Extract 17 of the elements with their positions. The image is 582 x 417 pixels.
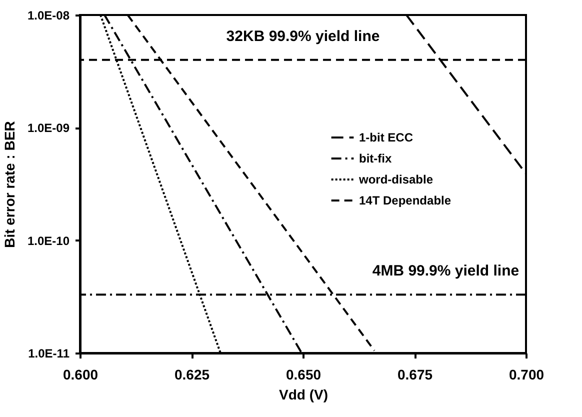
x-tick-label: 0.700	[508, 366, 544, 382]
legend-label: bit-fix	[359, 152, 392, 166]
x-tick-label: 0.600	[62, 366, 98, 382]
x-tick-label: 0.650	[286, 366, 322, 382]
legend-label: 14T Dependable	[359, 194, 452, 208]
y-tick-label: 1.0E-10	[27, 234, 70, 248]
legend-label: word-disable	[358, 172, 434, 186]
ref-line-label: 32KB 99.9% yield line	[226, 28, 380, 45]
legend-label: 1-bit ECC	[359, 130, 414, 144]
x-tick-label: 0.675	[397, 366, 433, 382]
y-axis-title: Bit error rate : BER	[1, 121, 18, 248]
y-tick-label: 1.0E-08	[27, 8, 70, 22]
x-axis-title: Vdd (V)	[279, 386, 328, 402]
y-tick-label: 1.0E-11	[28, 346, 70, 360]
y-tick-label: 1.0E-09	[27, 121, 70, 136]
ref-line-label: 4MB 99.9% yield line	[372, 262, 520, 280]
x-tick-label: 0.625	[174, 366, 210, 382]
